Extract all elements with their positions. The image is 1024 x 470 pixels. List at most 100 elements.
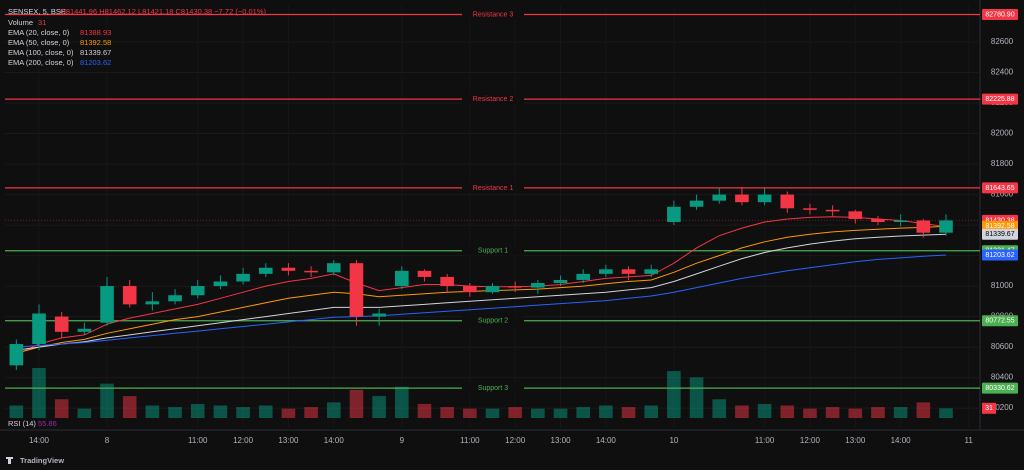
volume-bar [77,408,92,418]
candle-body [440,276,454,287]
level-label: Resistance 2 [473,96,514,103]
price-tag-label: 81392.58 [985,223,1014,230]
ema-legend-value: 81392.58 [80,38,111,47]
level-tag [982,8,1018,20]
candle-body [281,267,296,271]
volume-bar [531,408,545,418]
volume-bar [395,386,409,418]
x-tick-label: 9 [400,436,405,445]
volume-bar [281,408,296,418]
level-label-bg [462,315,524,326]
symbol-label: SENSEX, 5, BSE [8,7,66,16]
candle-body [599,269,613,274]
volume-bar [803,408,817,418]
volume-bar [122,396,137,418]
volume-bar [145,405,160,418]
volume-bar [258,405,273,418]
candle-body [916,220,931,233]
volume-bar [236,407,250,418]
y-tick-label: 80200 [991,403,1014,412]
footer-brand: TradingView [20,456,64,465]
candle-body [871,218,885,223]
candle-body [190,286,205,296]
x-tick-label: 11 [965,436,974,445]
candle-body [735,194,749,203]
rsi-legend: RSI (14) [8,419,36,428]
y-tick-label: 81000 [991,281,1014,290]
level-tag-label: 82780.90 [985,11,1014,18]
candle-body [576,273,590,280]
candle-body [417,270,432,277]
candle-body [644,269,659,274]
x-tick-label: 11:00 [460,436,480,445]
level-label-bg [462,94,524,105]
volume-bar [168,407,182,418]
volume-bar [599,405,613,418]
volume-bar [825,407,840,418]
volume-bar [735,405,749,418]
price-tag [982,249,1018,261]
ema-legend: EMA (200, close, 0) [8,58,74,67]
volume-bar [372,396,386,418]
y-tick-label: 81600 [991,190,1014,199]
volume-legend-value: 31 [38,18,46,27]
volume-bar [621,407,636,418]
candle-body [32,313,46,345]
volume-tag-label: 31 [985,405,993,412]
volume-bar [213,405,228,418]
candle-body [780,194,795,209]
volume-bar [304,407,318,418]
level-tag-label: 80772.55 [985,318,1014,325]
volume-bar [9,405,24,418]
x-tick-label: 13:00 [278,436,299,445]
candle-body [304,270,318,273]
level-label: Support 2 [478,318,508,325]
candle-body [236,273,250,282]
volume-bar [463,408,477,418]
level-tag [982,315,1018,327]
volume-bar [893,407,908,418]
y-tick-label: 82400 [991,68,1014,77]
ema-line [16,233,947,351]
level-label: Resistance 1 [473,185,514,192]
level-tag [982,182,1018,194]
candle-body [9,344,24,366]
y-tick-label: 80600 [991,342,1014,351]
volume-bar [644,405,659,418]
x-tick-label: 10 [669,436,678,445]
ema-legend-value: 81203.62 [80,58,111,67]
volume-bar [326,402,341,418]
volume-bar [190,403,205,418]
candle-body [939,220,953,233]
candle-body [54,316,69,332]
volume-bar [916,402,931,418]
x-tick-label: 14:00 [891,436,912,445]
candle-body [145,301,160,305]
candle-body [531,283,545,288]
x-tick-label: 11:00 [755,436,775,445]
volume-bar [349,389,364,418]
x-tick-label: 13:00 [551,436,572,445]
volume-bar [485,408,500,418]
candle-body [122,286,137,305]
candle-body [825,209,840,212]
x-tick-label: 14:00 [29,436,50,445]
x-tick-label: 14:00 [596,436,617,445]
level-label: Support 3 [478,385,508,392]
ema-legend: EMA (50, close, 0) [8,38,70,47]
volume-bar [667,371,681,418]
ema-line [16,216,947,356]
x-tick-label: 8 [105,436,110,445]
x-tick-label: 12:00 [800,436,821,445]
price-tag-label: 81203.62 [985,252,1014,259]
candle-body [803,208,817,210]
ema-legend: EMA (20, close, 0) [8,28,70,37]
candle-body [712,194,727,201]
ema-legend: EMA (100, close, 0) [8,48,74,57]
price-tag [982,228,1018,240]
volume-bar [712,399,727,418]
level-label: Support 1 [478,248,508,255]
x-tick-label: 11:00 [188,436,208,445]
x-tick-label: 12:00 [233,436,254,445]
